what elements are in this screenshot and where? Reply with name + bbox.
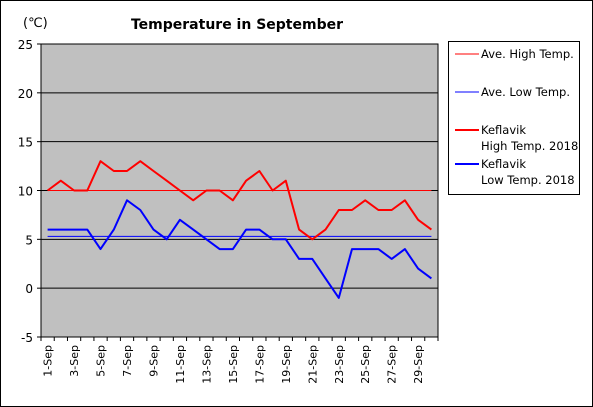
x-tick-label: 9-Sep (147, 345, 160, 377)
series-lines (47, 160, 432, 299)
legend-label-3: Keflavik High Temp. 2018 (481, 123, 578, 153)
x-tick-label: 23-Sep (333, 345, 346, 384)
x-tick-label: 21-Sep (306, 345, 319, 384)
y-unit-label: (℃) (23, 16, 48, 31)
x-tick-label: 27-Sep (386, 345, 399, 384)
y-tick-label: 20 (18, 87, 33, 101)
x-tick-label: 17-Sep (253, 345, 266, 384)
series-line-4 (47, 199, 432, 299)
legend-canvas: Ave. High Temp. Ave. Low Temp. Keflavik Hig… (455, 47, 578, 187)
y-tick-label: 15 (18, 136, 33, 150)
x-tick-label: 25-Sep (359, 345, 372, 384)
y-tick-label: -5 (21, 331, 33, 345)
x-tick-label: 3-Sep (68, 345, 81, 377)
x-tick-label: 7-Sep (121, 345, 134, 377)
y-tick-label: 0 (25, 282, 33, 296)
series-line-3 (47, 160, 432, 241)
chart-title: Temperature in September (131, 17, 343, 33)
x-axis-ticks: 1-Sep 3-Sep 5-Sep 7-Sep 9-Sep 11-Sep 13-Sep 15-… (40, 337, 439, 384)
x-tick-label: 11-Sep (174, 345, 187, 384)
y-tick-label: 25 (18, 38, 33, 52)
legend-label-1: Ave. High Temp. (481, 47, 574, 61)
x-tick-label: 5-Sep (95, 345, 108, 377)
x-tick-label: 15-Sep (227, 345, 240, 384)
legend-label-4: Keflavik Low Temp. 2018 (481, 157, 575, 187)
y-tick-label: 5 (25, 233, 33, 247)
y-axis-ticks: -5 0 5 10 15 20 25 (18, 38, 41, 345)
legend-label-2: Ave. Low Temp. (481, 85, 570, 99)
x-tick-label: 13-Sep (200, 345, 213, 384)
x-tick-label: 19-Sep (280, 345, 293, 384)
x-tick-label: 1-Sep (42, 345, 55, 377)
legend: Ave. High Temp. Ave. Low Temp. Keflavik Hig… (448, 41, 580, 195)
y-tick-label: 10 (18, 185, 33, 199)
x-tick-label: 29-Sep (412, 345, 425, 384)
